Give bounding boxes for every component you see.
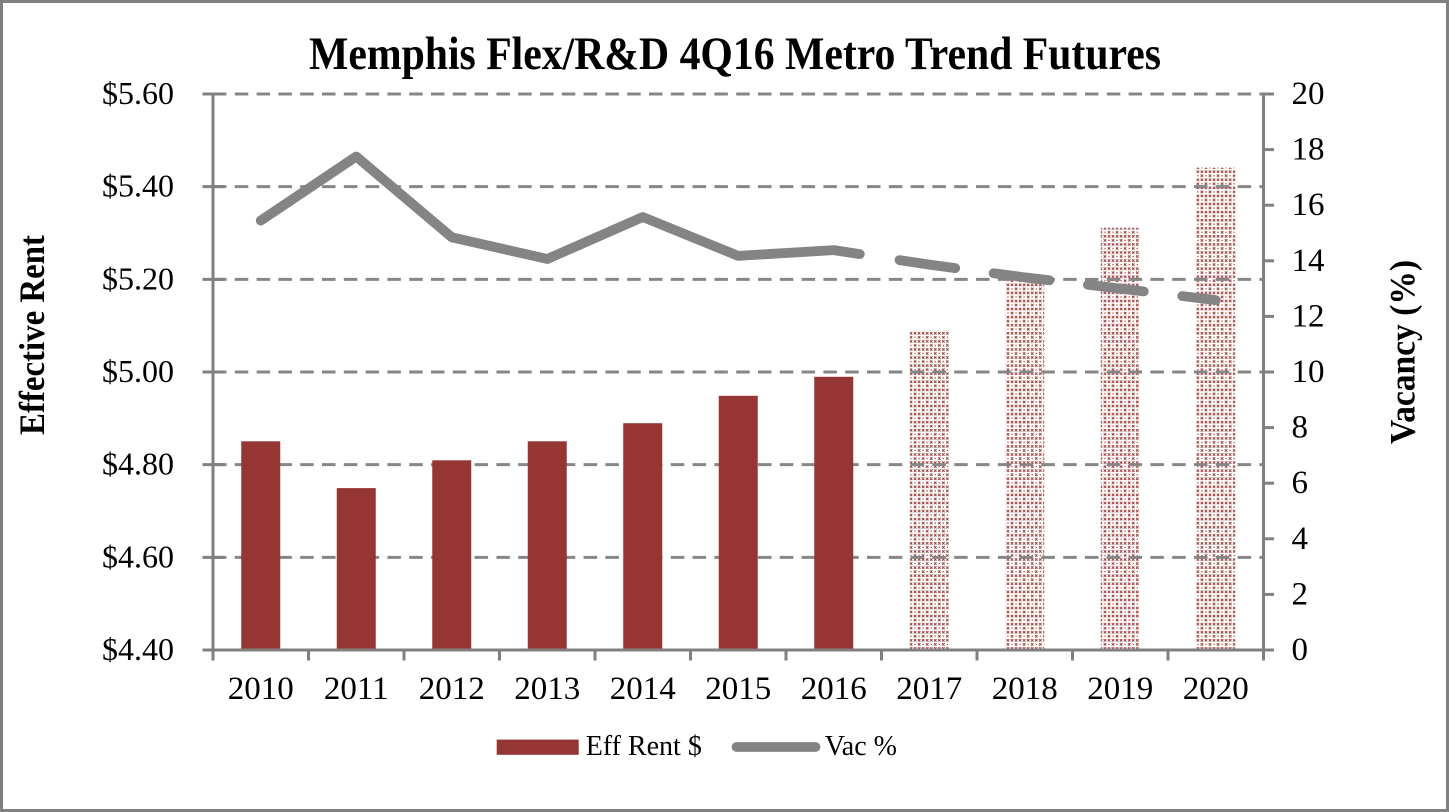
svg-text:$4.80: $4.80 — [102, 446, 174, 482]
svg-text:Effective Rent: Effective Rent — [12, 235, 52, 435]
svg-text:$5.60: $5.60 — [102, 75, 174, 111]
svg-text:4: 4 — [1292, 521, 1309, 557]
svg-text:20: 20 — [1292, 76, 1325, 112]
svg-text:$5.20: $5.20 — [102, 260, 174, 296]
svg-text:2: 2 — [1292, 576, 1309, 612]
svg-text:2020: 2020 — [1183, 671, 1249, 707]
svg-text:$5.40: $5.40 — [102, 168, 174, 204]
svg-text:16: 16 — [1292, 187, 1325, 223]
svg-text:2017: 2017 — [896, 671, 962, 707]
svg-text:2011: 2011 — [324, 671, 389, 707]
svg-text:2014: 2014 — [610, 671, 676, 707]
svg-text:2018: 2018 — [992, 671, 1058, 707]
svg-text:0: 0 — [1292, 632, 1309, 668]
svg-text:14: 14 — [1292, 243, 1325, 279]
svg-text:18: 18 — [1292, 132, 1325, 168]
svg-text:2010: 2010 — [228, 671, 294, 707]
svg-text:Eff Rent $: Eff Rent $ — [586, 731, 702, 762]
svg-text:$4.60: $4.60 — [102, 538, 174, 574]
svg-text:2015: 2015 — [705, 671, 771, 707]
svg-text:Vacancy (%): Vacancy (%) — [1383, 260, 1423, 444]
svg-text:2012: 2012 — [419, 671, 485, 707]
svg-text:6: 6 — [1292, 465, 1309, 501]
svg-text:$4.40: $4.40 — [102, 631, 174, 667]
svg-text:8: 8 — [1292, 410, 1309, 446]
svg-text:2019: 2019 — [1087, 671, 1153, 707]
svg-text:2016: 2016 — [801, 671, 867, 707]
svg-text:$5.00: $5.00 — [102, 353, 174, 389]
svg-text:2013: 2013 — [514, 671, 580, 707]
svg-text:Memphis Flex/R&D 4Q16 Metro Tr: Memphis Flex/R&D 4Q16 Metro Trend Future… — [309, 28, 1161, 80]
svg-text:Vac %: Vac % — [825, 731, 897, 762]
svg-text:10: 10 — [1292, 354, 1325, 390]
svg-text:12: 12 — [1292, 298, 1325, 334]
